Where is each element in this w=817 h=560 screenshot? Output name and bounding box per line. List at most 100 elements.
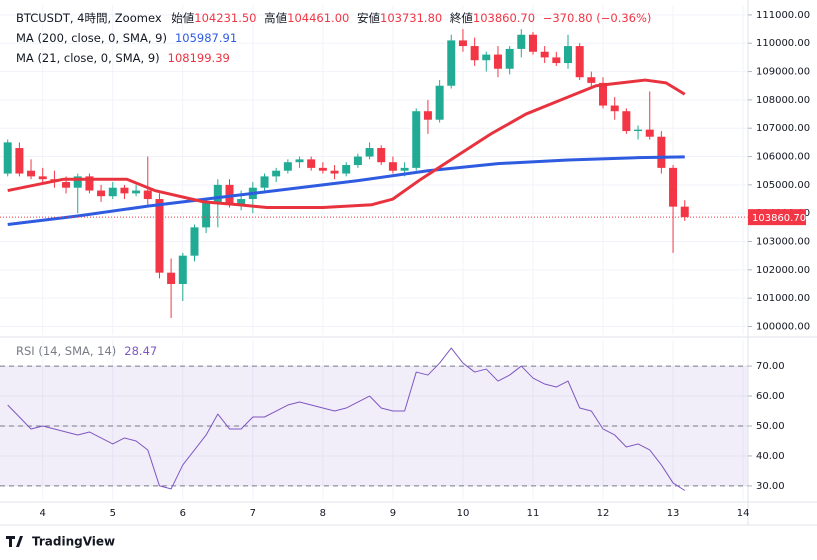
x-tick-label: 5 — [110, 508, 116, 519]
legend-value: 105987.91 — [175, 31, 237, 45]
candle-body — [388, 162, 397, 171]
candle-body — [377, 148, 386, 163]
x-tick-label: 9 — [390, 508, 396, 519]
candle-body — [260, 176, 269, 188]
candle-body — [167, 272, 176, 285]
legend-ohlc: BTCUSDT, 4時間, Zoomex 始値104231.50 高値10446… — [16, 11, 651, 25]
candle-body — [482, 54, 491, 61]
ohlc-value: 103731.80 — [380, 11, 442, 25]
candle-body — [470, 46, 479, 61]
candle-body — [458, 40, 467, 47]
candle-body — [517, 34, 526, 49]
candle-body — [85, 176, 94, 191]
y-tick-label: 109000.00 — [756, 67, 810, 78]
symbol: BTCUSDT, 4時間, Zoomex — [16, 11, 162, 25]
candle-body — [38, 176, 47, 180]
candle-body — [190, 227, 199, 256]
series-line — [7, 78, 686, 210]
candle-body — [62, 182, 71, 188]
y-tick-label: 70.00 — [756, 361, 785, 372]
y-tick-label: 50.00 — [756, 421, 785, 432]
legend-rsi: RSI (14, SMA, 14) 28.47 — [16, 344, 157, 358]
ohlc-label: 安値 — [357, 11, 380, 25]
ohlc-value: 104231.50 — [194, 11, 256, 25]
candle-body — [447, 40, 456, 86]
x-tick-label: 7 — [250, 508, 256, 519]
legend-name: MA (200, close, 0, SMA, 9) — [16, 31, 167, 45]
ohlc-value: 104461.00 — [287, 11, 349, 25]
legend-name: RSI (14, SMA, 14) — [16, 344, 116, 358]
candle-body — [27, 170, 36, 177]
candle-body — [295, 159, 304, 163]
candle-body — [202, 201, 211, 228]
candle-body — [108, 187, 117, 197]
y-tick-label: 110000.00 — [756, 38, 810, 49]
x-tick-label: 12 — [597, 508, 610, 519]
candle-body — [493, 54, 502, 69]
candle-body — [622, 111, 631, 132]
candle-body — [330, 170, 339, 174]
axis-layer: 100000.00 101000.00 102000.00 103000.00 10 40… — [40, 10, 811, 519]
y-tick-label: 105000.00 — [756, 180, 810, 191]
x-tick-label: 6 — [180, 508, 186, 519]
legend-value: 28.47 — [124, 344, 157, 358]
candle-body — [645, 129, 654, 137]
candle-body — [365, 148, 374, 157]
y-tick-label: 40.00 — [756, 451, 785, 462]
candle-body — [610, 105, 619, 112]
candle-body — [353, 156, 362, 166]
candle-body — [178, 255, 187, 285]
candle-body — [400, 167, 409, 171]
candle-body — [669, 167, 678, 207]
candle-body — [528, 34, 537, 52]
candle-body — [564, 46, 573, 64]
candle-body — [435, 85, 444, 120]
y-tick-label: 107000.00 — [756, 123, 810, 134]
ohlc-value: 103860.70 — [473, 11, 535, 25]
candle-body — [552, 57, 561, 64]
x-tick-label: 4 — [40, 508, 46, 519]
candle-body — [237, 199, 246, 205]
brand: TradingView — [32, 535, 115, 549]
logo: TradingView — [6, 535, 115, 549]
candle-body — [143, 190, 152, 200]
candle-body — [657, 136, 666, 168]
y-tick-label: 101000.00 — [756, 293, 810, 304]
candle-body — [283, 162, 292, 171]
candle-body — [412, 111, 421, 168]
candle-body — [342, 165, 351, 174]
candle-body — [272, 170, 281, 177]
y-tick-label: 106000.00 — [756, 152, 810, 163]
legend-name: MA (21, close, 0, SMA, 9) — [16, 51, 160, 65]
ohlc-label: 終値 — [450, 11, 473, 25]
grid-layer — [0, 5, 748, 500]
x-tick-label: 11 — [527, 508, 540, 519]
candle-body — [97, 190, 106, 197]
series-line — [7, 155, 685, 227]
candle-body — [3, 142, 12, 174]
y-tick-label: 108000.00 — [756, 95, 810, 106]
y-tick-label: 100000.00 — [756, 322, 810, 333]
candle-body — [307, 159, 316, 168]
legend-ma: MA (21, close, 0, SMA, 9) 108199.39 — [16, 51, 230, 65]
candle-body — [120, 187, 129, 194]
candle-body — [15, 148, 24, 174]
x-tick-label: 8 — [320, 508, 326, 519]
candle-body — [680, 206, 689, 218]
candle-body — [540, 51, 549, 58]
y-tick-label: 111000.00 — [756, 10, 810, 21]
legend-ma: MA (200, close, 0, SMA, 9) 105987.91 — [16, 31, 237, 45]
price-tag — [748, 209, 806, 226]
candle-body — [587, 77, 596, 83]
x-tick-label: 13 — [667, 508, 680, 519]
candle-body — [634, 129, 643, 132]
x-tick-label: 14 — [737, 508, 750, 519]
candle-body — [599, 82, 608, 106]
candle-body — [575, 46, 584, 78]
candle-body — [505, 48, 514, 69]
candle-body — [318, 167, 327, 171]
y-tick-label: 102000.00 — [756, 265, 810, 276]
